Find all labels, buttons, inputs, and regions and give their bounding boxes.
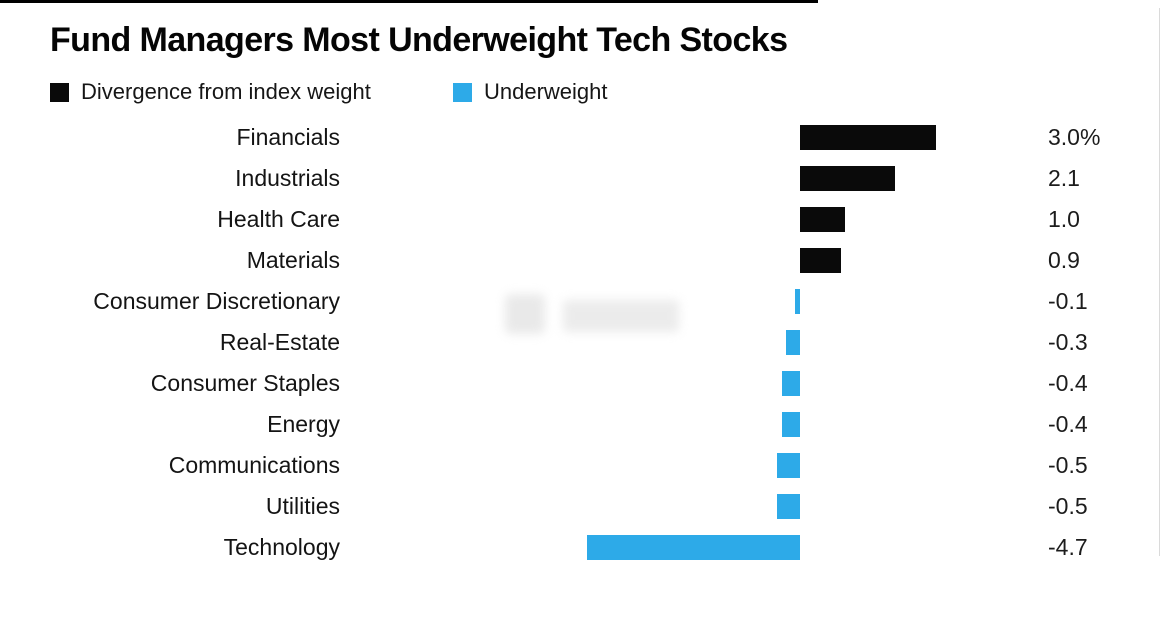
- chart-title: Fund Managers Most Underweight Tech Stoc…: [50, 21, 788, 59]
- bar: [782, 412, 800, 437]
- category-label: Communications: [168, 452, 340, 478]
- value-label: -0.4: [1048, 370, 1088, 396]
- category-label: Real-Estate: [219, 329, 340, 355]
- legend-item-underweight: Underweight: [453, 79, 608, 105]
- category-label: Materials: [246, 247, 340, 273]
- value-label: -0.1: [1048, 288, 1088, 314]
- chart-row: Industrials 2.1: [0, 158, 1170, 199]
- bar: [800, 125, 936, 150]
- black-square-icon: [50, 82, 69, 102]
- chart-row: Consumer Staples -0.4: [0, 363, 1170, 404]
- value-label: 0.9: [1048, 247, 1080, 273]
- top-accent-bar: [0, 0, 818, 3]
- bar: [786, 330, 800, 355]
- bar: [777, 453, 800, 478]
- bar: [800, 207, 845, 232]
- value-label: 2.1: [1048, 165, 1080, 191]
- category-label: Energy: [267, 411, 340, 437]
- value-label: -4.7: [1048, 534, 1088, 560]
- value-label: 1.0: [1048, 206, 1080, 232]
- chart-row: Health Care 1.0: [0, 199, 1170, 240]
- category-label: Technology: [223, 534, 340, 560]
- chart-row: Communications -0.5: [0, 445, 1170, 486]
- blue-square-icon: [453, 82, 472, 102]
- chart-row: Technology -4.7: [0, 527, 1170, 568]
- category-label: Utilities: [265, 493, 340, 519]
- category-label: Health Care: [217, 206, 340, 232]
- chart-row: Consumer Discretionary -0.1: [0, 281, 1170, 322]
- bar: [777, 494, 800, 519]
- value-label: 3.0%: [1048, 124, 1101, 150]
- legend-label: Divergence from index weight: [81, 79, 371, 104]
- value-label: -0.4: [1048, 411, 1088, 437]
- chart-row: Energy -0.4: [0, 404, 1170, 445]
- category-label: Consumer Discretionary: [93, 288, 340, 314]
- chart-row: Real-Estate -0.3: [0, 322, 1170, 363]
- value-label: -0.5: [1048, 493, 1088, 519]
- bar: [800, 248, 841, 273]
- chart-rows: Financials 3.0% Industrials 2.1 Health C…: [0, 117, 1170, 568]
- category-label: Consumer Staples: [150, 370, 340, 396]
- legend: Divergence from index weight Underweight: [0, 79, 1170, 105]
- category-label: Financials: [236, 124, 340, 150]
- value-label: -0.3: [1048, 329, 1088, 355]
- category-label: Industrials: [235, 165, 340, 191]
- value-label: -0.5: [1048, 452, 1088, 478]
- bar: [795, 289, 800, 314]
- bar: [800, 166, 895, 191]
- legend-item-divergence: Divergence from index weight: [50, 79, 371, 105]
- bar: [782, 371, 800, 396]
- chart-row: Utilities -0.5: [0, 486, 1170, 527]
- right-edge-divider: [1159, 8, 1160, 556]
- legend-label: Underweight: [484, 79, 608, 104]
- chart-row: Financials 3.0%: [0, 117, 1170, 158]
- chart-row: Materials 0.9: [0, 240, 1170, 281]
- bar: [587, 535, 800, 560]
